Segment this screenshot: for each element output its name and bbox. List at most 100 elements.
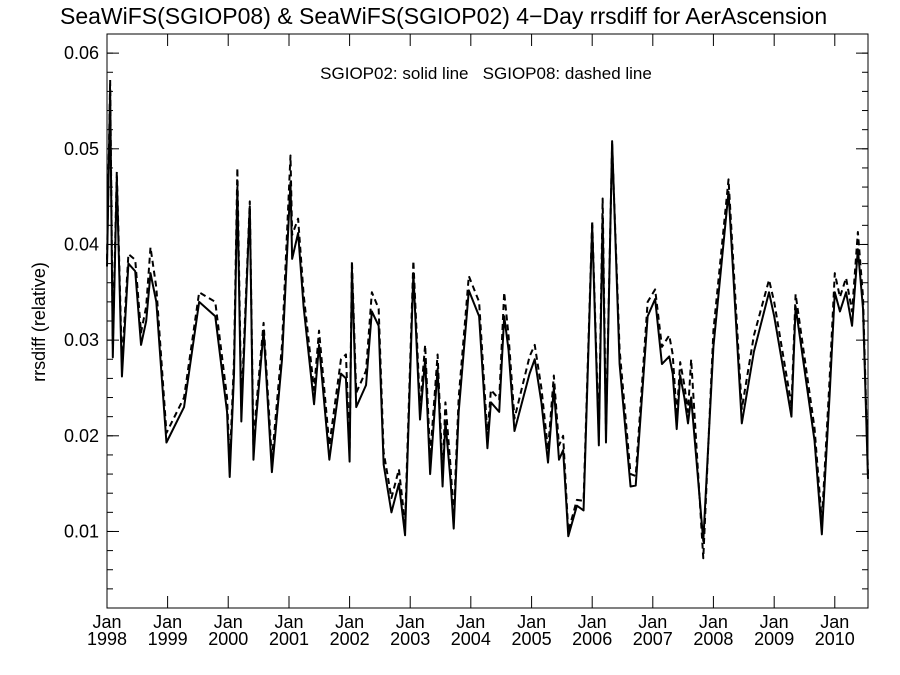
data-point-sgiop08 <box>845 277 847 279</box>
data-point-sgiop02 <box>240 420 242 422</box>
data-point-sgiop08 <box>661 346 663 348</box>
data-point-sgiop08 <box>553 375 555 377</box>
data-point-sgiop02 <box>768 291 770 293</box>
y-tick-label: 0.04 <box>64 234 99 254</box>
data-point-sgiop08 <box>404 523 406 525</box>
data-point-sgiop02 <box>486 447 488 449</box>
chart-title: SeaWiFS(SGIOP08) & SeaWiFS(SGIOP02) 4−Da… <box>60 3 827 29</box>
data-point-sgiop08 <box>291 234 293 236</box>
data-point-sgiop08 <box>683 384 685 386</box>
data-point-sgiop08 <box>183 397 185 399</box>
data-point-sgiop08 <box>478 301 480 303</box>
data-point-sgiop08 <box>390 497 392 499</box>
data-point-sgiop08 <box>690 358 692 360</box>
data-point-sgiop08 <box>351 260 353 262</box>
data-point-sgiop08 <box>619 349 621 351</box>
data-point-sgiop08 <box>529 355 531 357</box>
data-point-sgiop08 <box>229 464 231 466</box>
data-point-sgiop02 <box>540 401 542 403</box>
x-tick-month: Jan <box>760 612 789 632</box>
data-point-sgiop02 <box>429 473 431 475</box>
data-point-sgiop08 <box>712 330 714 332</box>
data-point-sgiop08 <box>453 516 455 518</box>
data-point-sgiop08 <box>289 155 291 157</box>
data-point-sgiop08 <box>654 288 656 290</box>
data-point-sgiop02 <box>558 459 560 461</box>
data-point-sgiop08 <box>676 416 678 418</box>
data-point-sgiop08 <box>127 253 129 255</box>
data-point-sgiop02 <box>165 442 167 444</box>
data-point-sgiop02 <box>845 291 847 293</box>
data-point-sgiop08 <box>116 171 118 173</box>
x-tick-year: 2003 <box>390 629 430 649</box>
data-point-sgiop08 <box>112 343 114 345</box>
data-point-sgiop02 <box>668 355 670 357</box>
data-point-sgiop02 <box>318 344 320 346</box>
data-point-sgiop02 <box>513 430 515 432</box>
data-point-sgiop08 <box>753 334 755 336</box>
x-tick-year: 2007 <box>633 629 673 649</box>
data-point-sgiop08 <box>437 353 439 355</box>
data-point-sgiop08 <box>236 167 238 169</box>
data-point-sgiop08 <box>602 198 604 200</box>
y-tick-label: 0.06 <box>64 43 99 63</box>
x-tick-year: 2008 <box>693 629 733 649</box>
data-point-sgiop02 <box>773 315 775 317</box>
data-point-sgiop08 <box>498 398 500 400</box>
data-point-sgiop08 <box>271 459 273 461</box>
x-tick-month: Jan <box>396 612 425 632</box>
plot-area <box>106 78 869 560</box>
data-point-sgiop08 <box>340 358 342 360</box>
data-point-sgiop02 <box>562 449 564 451</box>
data-point-sgiop08 <box>468 275 470 277</box>
data-point-sgiop02 <box>605 442 607 444</box>
x-tick-year: 2002 <box>330 629 370 649</box>
data-point-sgiop02 <box>140 344 142 346</box>
data-point-sgiop02 <box>839 310 841 312</box>
data-point-sgiop02 <box>365 384 367 386</box>
data-point-sgiop08 <box>365 370 367 372</box>
data-point-sgiop02 <box>683 397 685 399</box>
data-point-sgiop02 <box>355 406 357 408</box>
data-point-sgiop08 <box>702 557 704 559</box>
data-point-sgiop02 <box>690 397 692 399</box>
x-tick-year: 2009 <box>754 629 794 649</box>
data-point-sgiop02 <box>112 356 114 358</box>
data-point-sgiop08 <box>647 301 649 303</box>
x-tick-year: 1999 <box>148 629 188 649</box>
x-tick-month: Jan <box>517 612 546 632</box>
data-point-sgiop08 <box>345 353 347 355</box>
data-point-sgiop02 <box>121 375 123 377</box>
data-point-sgiop08 <box>442 473 444 475</box>
data-point-sgiop02 <box>271 471 273 473</box>
data-point-sgiop08 <box>540 387 542 389</box>
data-point-sgiop08 <box>598 435 600 437</box>
data-point-sgiop02 <box>611 140 613 142</box>
data-point-sgiop02 <box>661 363 663 365</box>
data-point-sgiop08 <box>741 408 743 410</box>
data-point-sgiop08 <box>424 344 426 346</box>
data-point-sgiop08 <box>429 456 431 458</box>
x-tick-year: 2005 <box>512 629 552 649</box>
data-point-sgiop02 <box>383 464 385 466</box>
data-point-sgiop08 <box>591 220 593 222</box>
y-axis-label: rrsdiff (relative) <box>29 262 49 382</box>
data-point-sgiop08 <box>534 344 536 346</box>
data-point-sgiop08 <box>109 79 111 81</box>
data-point-sgiop08 <box>121 363 123 365</box>
data-point-sgiop08 <box>851 310 853 312</box>
x-tick-month: Jan <box>92 612 121 632</box>
data-point-sgiop08 <box>672 353 674 355</box>
data-point-sgiop08 <box>679 361 681 363</box>
data-point-sgiop08 <box>378 308 380 310</box>
data-point-sgiop08 <box>834 272 836 274</box>
data-point-sgiop02 <box>529 373 531 375</box>
data-point-sgiop08 <box>145 306 147 308</box>
x-tick-month: Jan <box>214 612 243 632</box>
y-tick-label: 0.01 <box>64 521 99 541</box>
data-point-sgiop08 <box>328 444 330 446</box>
data-point-sgiop08 <box>398 468 400 470</box>
data-point-sgiop02 <box>390 511 392 513</box>
data-point-sgiop08 <box>862 296 864 298</box>
